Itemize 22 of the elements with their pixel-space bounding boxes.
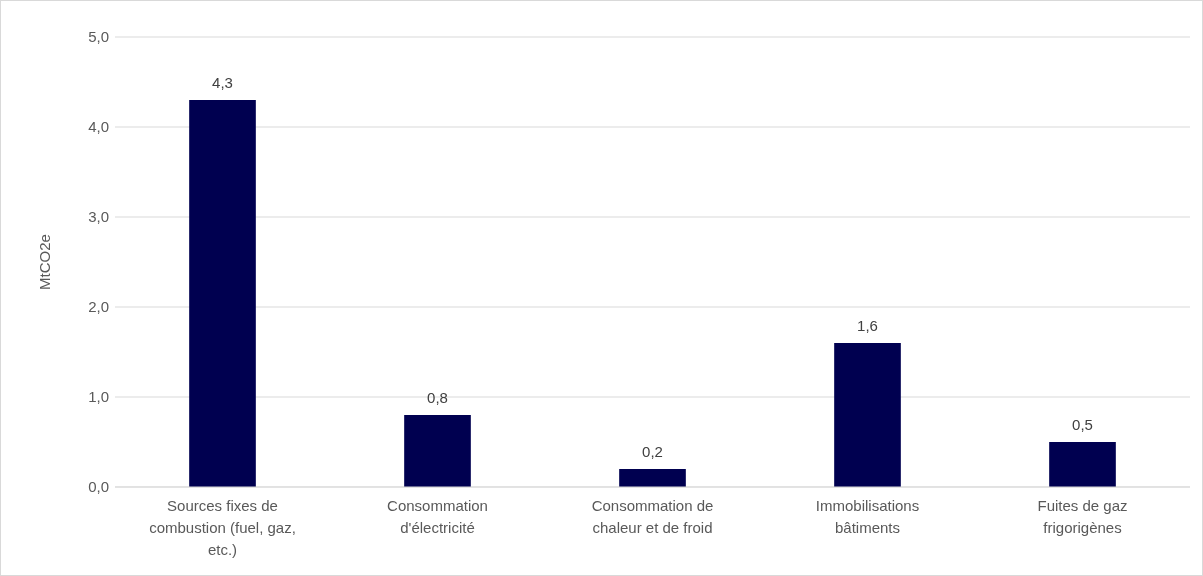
data-label: 0,2 (642, 443, 663, 460)
y-axis-title: MtCO2e (36, 234, 53, 290)
data-label: 4,3 (212, 74, 233, 91)
y-tick-label: 0,0 (88, 478, 109, 496)
bar (404, 415, 471, 487)
data-label: 0,5 (1072, 416, 1093, 433)
x-tick-label: Consommation d'électricité (387, 497, 488, 536)
bar (189, 100, 256, 487)
x-tick-label: Consommation de chaleur et de froid (591, 497, 714, 536)
y-tick-label: 1,0 (88, 388, 109, 406)
x-tick-label: Sources fixes de combustion (fuel, gaz, etc.) (149, 497, 296, 558)
x-tick-label: Fuites de gaz frigorigènes (1037, 497, 1128, 536)
bar (834, 343, 901, 487)
data-label: 1,6 (857, 317, 878, 334)
y-tick-label: 4,0 (88, 118, 109, 136)
y-tick-label: 3,0 (88, 208, 109, 226)
x-tick-label: Immobilisations bâtiments (815, 497, 920, 536)
bar (619, 469, 686, 487)
y-tick-label: 5,0 (88, 28, 109, 46)
data-label: 0,8 (427, 389, 448, 406)
bar (1049, 442, 1116, 487)
y-tick-label: 2,0 (88, 298, 109, 316)
